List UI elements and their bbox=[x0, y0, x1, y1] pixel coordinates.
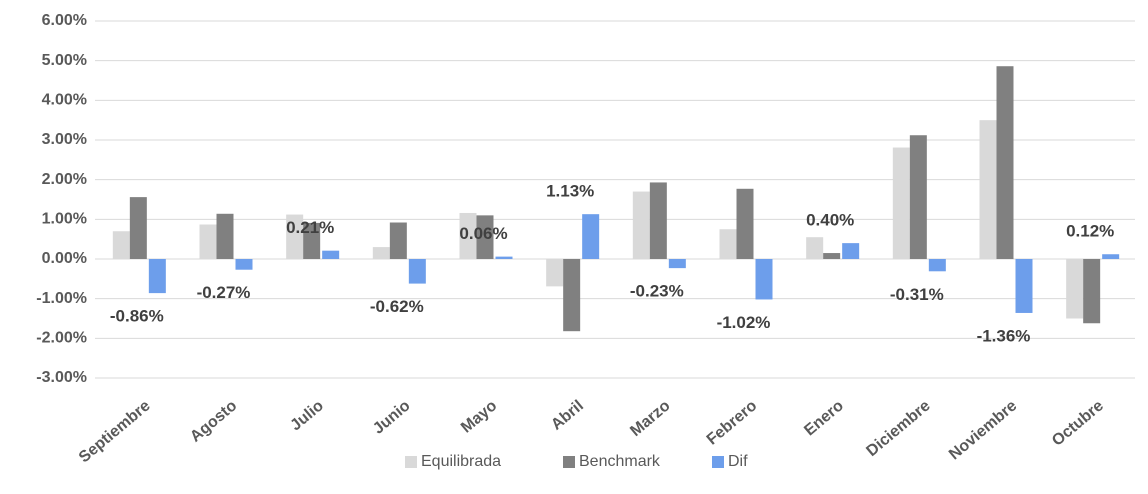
bar bbox=[736, 188, 754, 259]
bar bbox=[563, 259, 581, 332]
y-tick-label: -3.00% bbox=[36, 369, 87, 386]
bar bbox=[755, 259, 773, 300]
y-tick-label: 5.00% bbox=[42, 52, 87, 69]
bar bbox=[389, 222, 407, 259]
bar bbox=[546, 259, 564, 287]
y-tick-label: 0.00% bbox=[42, 250, 87, 267]
bar bbox=[112, 231, 130, 259]
bar bbox=[459, 212, 477, 259]
bar bbox=[216, 213, 234, 259]
bar bbox=[719, 229, 737, 259]
data-label: -0.23% bbox=[630, 282, 684, 301]
data-label: -1.02% bbox=[717, 313, 771, 332]
y-tick-label: 1.00% bbox=[42, 211, 87, 228]
bar bbox=[823, 253, 841, 259]
bar bbox=[1066, 259, 1084, 319]
data-label: -0.62% bbox=[370, 297, 424, 316]
legend-marker bbox=[563, 456, 575, 468]
bar bbox=[372, 247, 390, 259]
data-label: -0.27% bbox=[197, 283, 251, 302]
y-tick-label: -1.00% bbox=[36, 290, 87, 307]
y-tick-label: 2.00% bbox=[42, 171, 87, 188]
legend-label: Benchmark bbox=[579, 453, 661, 470]
data-label: 0.21% bbox=[286, 218, 334, 237]
x-tick-label: Agosto bbox=[187, 397, 240, 446]
y-tick-label: 4.00% bbox=[42, 92, 87, 109]
bar bbox=[408, 259, 426, 284]
bar bbox=[129, 197, 147, 259]
y-tick-label: 6.00% bbox=[42, 12, 87, 29]
bar bbox=[842, 243, 860, 259]
legend-label: Equilibrada bbox=[421, 453, 501, 470]
bar bbox=[495, 256, 513, 259]
x-tick-label: Mayo bbox=[458, 397, 500, 436]
data-label: 0.12% bbox=[1066, 222, 1114, 241]
x-tick-label: Octubre bbox=[1049, 397, 1107, 450]
bar bbox=[199, 224, 217, 259]
legend-marker bbox=[712, 456, 724, 468]
bar bbox=[148, 259, 166, 294]
bar bbox=[996, 66, 1014, 259]
data-label: -0.86% bbox=[110, 307, 164, 326]
y-tick-label: 3.00% bbox=[42, 131, 87, 148]
x-tick-label: Febrero bbox=[704, 397, 761, 448]
bar bbox=[235, 259, 253, 270]
data-label: 0.40% bbox=[806, 211, 854, 230]
bar bbox=[806, 237, 824, 259]
data-label: 1.13% bbox=[546, 182, 594, 201]
bar bbox=[1015, 259, 1033, 313]
x-tick-label: Abril bbox=[548, 397, 587, 433]
bar bbox=[668, 259, 686, 269]
bar bbox=[649, 182, 667, 259]
data-label: -0.31% bbox=[890, 285, 944, 304]
bar bbox=[303, 222, 321, 259]
legend-label: Dif bbox=[728, 453, 748, 470]
bar bbox=[582, 214, 600, 259]
bar bbox=[476, 215, 494, 259]
data-label: -1.36% bbox=[977, 326, 1031, 345]
x-tick-label: Noviembre bbox=[946, 397, 1020, 463]
x-tick-label: Septiembre bbox=[76, 397, 154, 466]
bar bbox=[286, 214, 304, 259]
legend-marker bbox=[405, 456, 417, 468]
bar bbox=[322, 250, 340, 259]
x-tick-label: Diciembre bbox=[863, 397, 933, 460]
x-tick-label: Marzo bbox=[627, 397, 674, 440]
bar bbox=[1102, 254, 1120, 259]
bar bbox=[1083, 259, 1101, 324]
bar bbox=[632, 191, 650, 259]
bar bbox=[909, 135, 927, 259]
bar bbox=[979, 120, 997, 260]
bar bbox=[892, 147, 910, 259]
y-tick-label: -2.00% bbox=[36, 330, 87, 347]
x-tick-label: Junio bbox=[370, 397, 414, 438]
x-tick-label: Enero bbox=[801, 397, 847, 439]
data-label: 0.06% bbox=[459, 224, 507, 243]
x-tick-label: Julio bbox=[287, 397, 327, 434]
bar bbox=[928, 259, 946, 272]
